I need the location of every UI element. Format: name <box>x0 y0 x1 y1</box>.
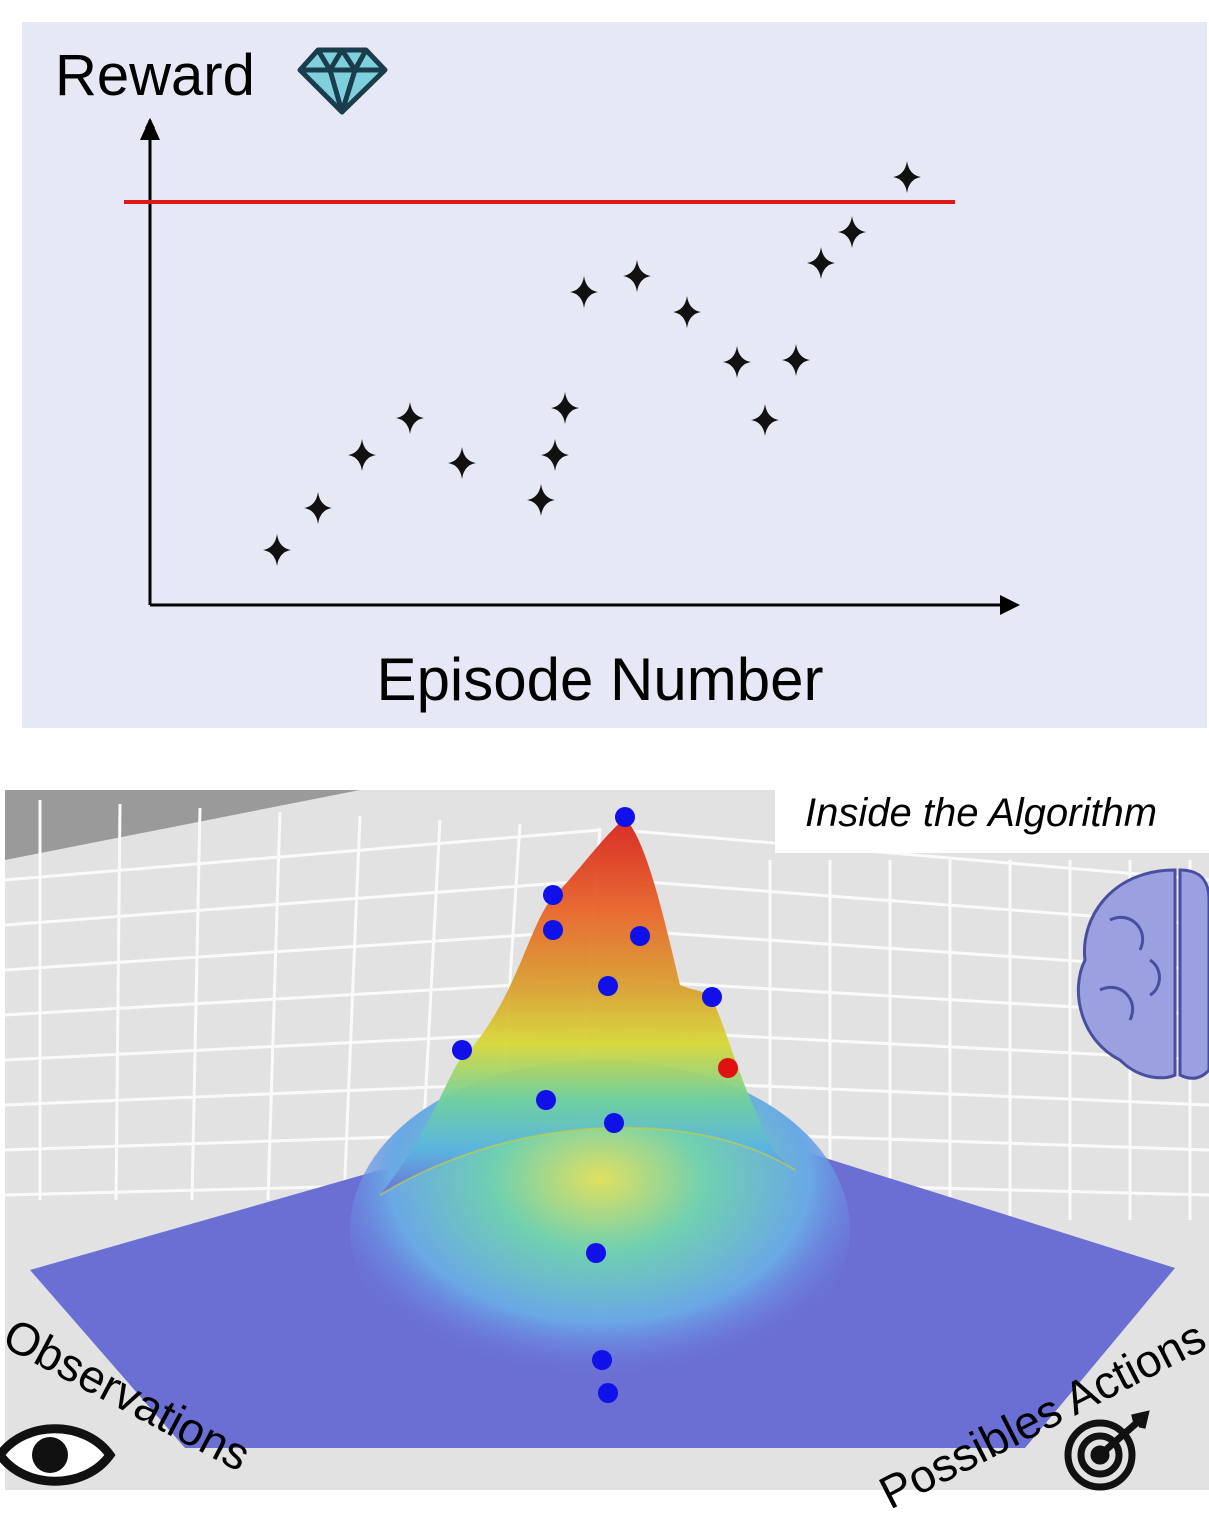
sample-point <box>702 987 722 1007</box>
sample-point <box>452 1040 472 1060</box>
sample-point <box>536 1090 556 1110</box>
sample-point <box>604 1113 624 1133</box>
figure: Reward Episode Number Inside the Algorit… <box>0 0 1209 1522</box>
reward-plot: Reward Episode Number <box>22 22 1207 728</box>
sample-point <box>543 885 563 905</box>
algorithm-panel: Inside the Algorithm Observations Possib… <box>0 785 1209 1519</box>
x-label: Episode Number <box>377 646 824 713</box>
sample-point <box>592 1350 612 1370</box>
sample-point <box>598 976 618 996</box>
y-label: Reward <box>55 43 255 108</box>
sample-point <box>615 807 635 827</box>
plot-background <box>22 22 1207 728</box>
panel-title: Inside the Algorithm <box>805 791 1157 835</box>
sample-point <box>586 1243 606 1263</box>
sample-point <box>598 1383 618 1403</box>
eye-icon <box>0 1429 110 1482</box>
current-point <box>718 1058 738 1078</box>
sample-point <box>630 926 650 946</box>
sample-point <box>543 920 563 940</box>
